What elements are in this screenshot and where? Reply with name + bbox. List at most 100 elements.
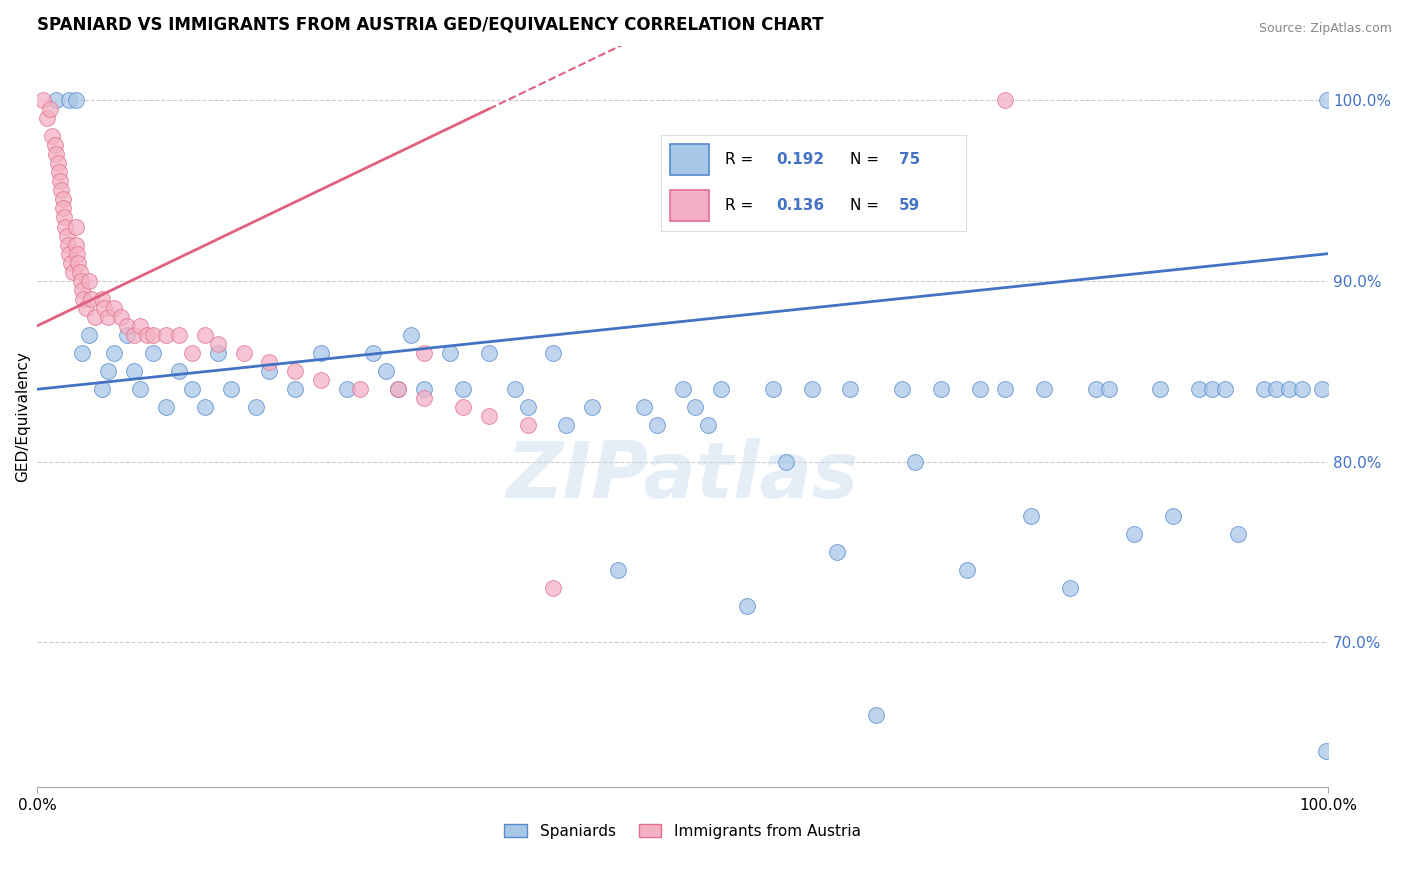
Point <box>41 129 63 144</box>
FancyBboxPatch shape <box>669 145 710 175</box>
Point <box>142 328 165 343</box>
Point <box>839 382 862 396</box>
Point <box>1310 382 1333 396</box>
Text: 59: 59 <box>898 198 920 213</box>
Point <box>1315 744 1337 758</box>
Point <box>387 382 409 396</box>
Point <box>413 382 436 396</box>
Point <box>46 156 69 170</box>
Point <box>607 563 630 577</box>
Text: 0.136: 0.136 <box>776 198 825 213</box>
Point <box>827 545 849 559</box>
Text: ZIPatlas: ZIPatlas <box>506 438 859 514</box>
Point <box>685 401 707 415</box>
Point <box>349 382 371 396</box>
Point <box>110 310 132 324</box>
Point <box>516 418 538 433</box>
Point <box>633 401 655 415</box>
Point <box>865 707 887 722</box>
Point <box>1059 581 1081 595</box>
Point <box>53 219 76 234</box>
Point <box>167 364 190 378</box>
Point <box>543 581 565 595</box>
Point <box>58 93 80 107</box>
Point <box>1201 382 1223 396</box>
Point <box>581 401 603 415</box>
Point <box>97 310 120 324</box>
Point <box>645 418 668 433</box>
Point <box>180 382 202 396</box>
Point <box>451 401 474 415</box>
Point <box>1188 382 1211 396</box>
Point <box>84 310 107 324</box>
Text: 75: 75 <box>898 152 920 167</box>
Point <box>387 382 409 396</box>
Point <box>69 265 91 279</box>
Point <box>1253 382 1275 396</box>
Point <box>994 93 1017 107</box>
Point <box>70 346 93 360</box>
Point <box>122 364 145 378</box>
Point <box>904 455 927 469</box>
Point <box>117 328 139 343</box>
Point <box>259 364 281 378</box>
Point <box>543 346 565 360</box>
Point <box>103 301 125 315</box>
Point <box>56 237 79 252</box>
Point <box>155 328 177 343</box>
Point <box>45 93 67 107</box>
Point <box>219 382 242 396</box>
Point <box>65 237 87 252</box>
Point <box>1213 382 1236 396</box>
Point <box>697 418 720 433</box>
Point <box>70 283 93 297</box>
Point <box>72 292 94 306</box>
Point <box>90 382 112 396</box>
Point <box>284 364 307 378</box>
Point <box>955 563 977 577</box>
Point <box>51 183 73 197</box>
Point <box>129 382 152 396</box>
Text: 0.192: 0.192 <box>776 152 825 167</box>
Point <box>245 401 267 415</box>
Point <box>994 382 1017 396</box>
Point <box>413 346 436 360</box>
Point <box>336 382 359 396</box>
Point <box>401 328 423 343</box>
Point <box>413 392 436 406</box>
Legend: Spaniards, Immigrants from Austria: Spaniards, Immigrants from Austria <box>496 816 869 847</box>
Point <box>735 599 758 614</box>
Point <box>516 401 538 415</box>
Point <box>55 228 77 243</box>
Point <box>38 102 60 116</box>
Point <box>90 292 112 306</box>
FancyBboxPatch shape <box>669 190 710 221</box>
Point <box>67 255 90 269</box>
Point <box>710 382 733 396</box>
Text: Source: ZipAtlas.com: Source: ZipAtlas.com <box>1258 22 1392 36</box>
Point <box>1033 382 1056 396</box>
Point <box>32 93 55 107</box>
Point <box>59 255 82 269</box>
Point <box>44 138 66 153</box>
Point <box>70 274 93 288</box>
Text: N =: N = <box>849 152 884 167</box>
Point <box>93 301 115 315</box>
Point <box>478 346 501 360</box>
Point <box>53 211 76 225</box>
Point <box>800 382 823 396</box>
Point <box>478 409 501 424</box>
Point <box>75 301 97 315</box>
Point <box>1123 527 1146 541</box>
Point <box>451 382 474 396</box>
Text: N =: N = <box>849 198 884 213</box>
Point <box>374 364 396 378</box>
Point <box>309 373 332 387</box>
Point <box>929 382 952 396</box>
Point <box>284 382 307 396</box>
Point <box>1316 93 1339 107</box>
Point <box>555 418 578 433</box>
Point <box>58 246 80 260</box>
Point <box>155 401 177 415</box>
Y-axis label: GED/Equivalency: GED/Equivalency <box>15 351 30 482</box>
